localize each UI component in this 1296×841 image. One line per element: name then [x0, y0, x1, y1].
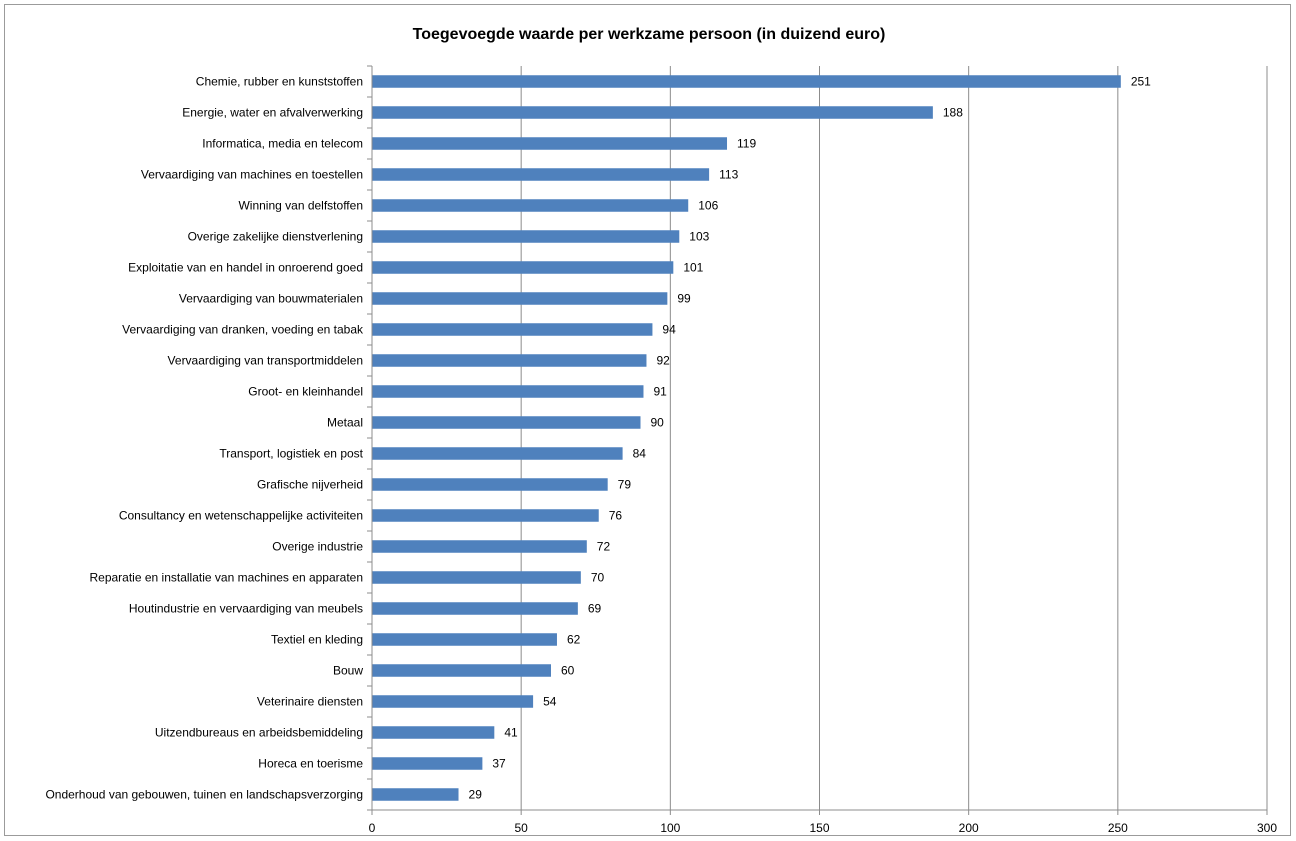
bar	[372, 602, 578, 615]
category-label: Chemie, rubber en kunststoffen	[196, 75, 363, 89]
bar-chart: Toegevoegde waarde per werkzame persoon …	[45, 26, 1277, 836]
category-label: Horeca en toerisme	[258, 757, 363, 771]
bar	[372, 633, 557, 646]
data-label: 70	[591, 571, 605, 585]
data-label: 99	[677, 292, 691, 306]
x-tick-label: 0	[369, 821, 376, 835]
category-label: Bouw	[333, 664, 363, 678]
x-tick-label: 300	[1257, 821, 1277, 835]
bar	[372, 664, 551, 677]
bar	[372, 540, 587, 553]
category-label: Energie, water en afvalverwerking	[182, 106, 363, 120]
bar	[372, 168, 710, 181]
bar	[372, 478, 608, 491]
category-label: Grafische nijverheid	[257, 478, 363, 492]
bar	[372, 230, 680, 243]
gridlines	[520, 66, 1268, 810]
bar	[372, 447, 623, 460]
chart-frame: Toegevoegde waarde per werkzame persoon …	[4, 4, 1291, 836]
category-label: Textiel en kleding	[271, 633, 363, 647]
bar	[372, 137, 728, 150]
category-label: Vervaardiging van machines en toestellen	[141, 168, 363, 182]
data-label: 41	[504, 726, 518, 740]
bar	[372, 571, 581, 584]
bars	[372, 75, 1121, 801]
category-label: Informatica, media en telecom	[202, 137, 363, 151]
labels: 0 50 100 150 200 250 300 Chemie, rubber en kuns…	[45, 75, 1277, 836]
bar	[372, 726, 495, 739]
category-label: Metaal	[327, 416, 363, 430]
bar	[372, 323, 653, 336]
data-label: 188	[943, 106, 963, 120]
bar	[372, 509, 599, 522]
category-label: Reparatie en installatie van machines en…	[89, 571, 363, 585]
data-label: 106	[698, 199, 718, 213]
data-label: 92	[656, 354, 670, 368]
x-tick-label: 250	[1108, 821, 1128, 835]
bar	[372, 788, 459, 801]
data-label: 84	[633, 447, 647, 461]
data-label: 72	[597, 540, 611, 554]
data-label: 90	[651, 416, 665, 430]
x-tick-label: 150	[809, 821, 829, 835]
data-label: 91	[653, 385, 667, 399]
data-label: 101	[683, 261, 703, 275]
bar	[372, 385, 644, 398]
bar	[372, 695, 534, 708]
category-label: Exploitatie van en handel in onroerend g…	[128, 261, 363, 275]
data-label: 79	[618, 478, 632, 492]
axes	[367, 65, 1268, 815]
category-label: Veterinaire diensten	[257, 695, 363, 709]
bar	[372, 199, 689, 212]
data-label: 29	[469, 788, 483, 802]
bar	[372, 75, 1121, 88]
category-label: Vervaardiging van transportmiddelen	[168, 354, 363, 368]
data-label: 62	[567, 633, 581, 647]
x-tick-label: 50	[514, 821, 528, 835]
category-label: Groot- en kleinhandel	[248, 385, 363, 399]
data-label: 94	[662, 323, 676, 337]
x-tick-label: 100	[660, 821, 680, 835]
data-label: 103	[689, 230, 709, 244]
chart-title: Toegevoegde waarde per werkzame persoon …	[413, 26, 886, 43]
data-label: 60	[561, 664, 575, 678]
x-tick-label: 200	[959, 821, 979, 835]
data-label: 69	[588, 602, 602, 616]
bar	[372, 354, 647, 367]
category-label: Houtindustrie en vervaardiging van meube…	[129, 602, 363, 616]
data-label: 251	[1131, 75, 1151, 89]
data-label: 113	[719, 168, 738, 182]
bar	[372, 416, 641, 429]
bar	[372, 106, 933, 119]
category-label: Uitzendbureaus en arbeidsbemiddeling	[155, 726, 363, 740]
category-label: Onderhoud van gebouwen, tuinen en landsc…	[45, 788, 363, 802]
category-label: Transport, logistiek en post	[219, 447, 363, 461]
category-label: Winning van delfstoffen	[238, 199, 363, 213]
category-label: Consultancy en wetenschappelijke activit…	[119, 509, 363, 523]
category-label: Vervaardiging van bouwmaterialen	[179, 292, 363, 306]
category-label: Vervaardiging van dranken, voeding en ta…	[122, 323, 364, 337]
bar	[372, 292, 668, 305]
data-label: 119	[737, 137, 756, 151]
data-label: 54	[543, 695, 557, 709]
bar	[372, 261, 674, 274]
data-label: 37	[492, 757, 506, 771]
category-label: Overige industrie	[272, 540, 363, 554]
category-label: Overige zakelijke dienstverlening	[188, 230, 363, 244]
data-label: 76	[609, 509, 623, 523]
bar	[372, 757, 483, 770]
